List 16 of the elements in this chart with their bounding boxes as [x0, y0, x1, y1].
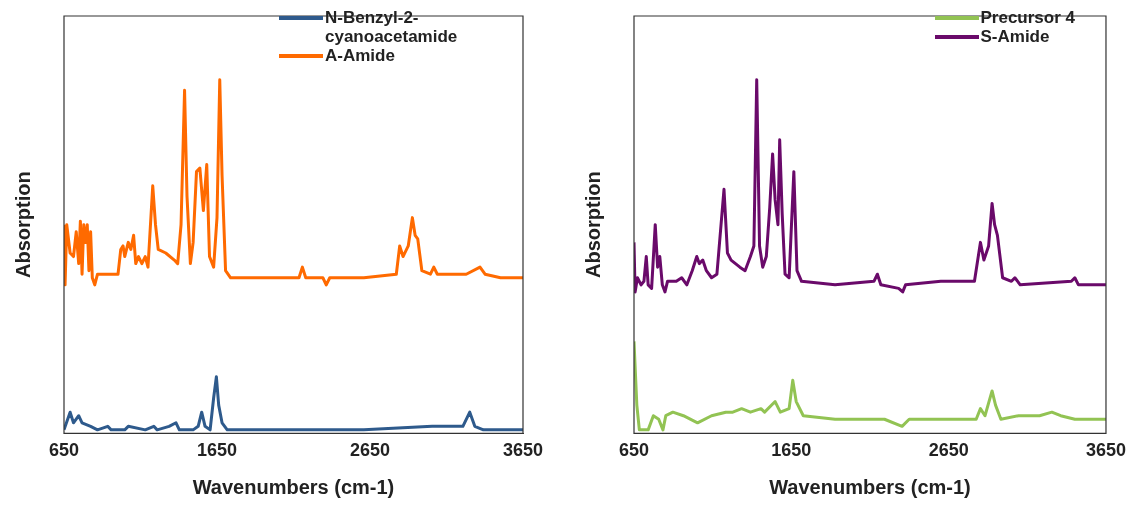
x-tick-label: 650 — [618, 440, 650, 461]
x-tick-label: 1650 — [196, 440, 238, 461]
legend-label: S-Amide — [980, 27, 1050, 46]
legend-label: N-Benzyl-2-cyanoacetamide — [325, 8, 459, 46]
x-tick-label: 2650 — [349, 440, 391, 461]
x-tick-label: 650 — [48, 440, 80, 461]
legend-label: Precursor 4 — [980, 8, 1075, 27]
y-axis-title: Absorption — [11, 171, 34, 279]
x-tick-label: 3650 — [502, 440, 544, 461]
x-tick-label: 2650 — [928, 440, 969, 461]
x-tick-label: 3650 — [1085, 440, 1126, 461]
x-tick-label: 1650 — [771, 440, 812, 461]
x-axis-title: Wavenumbers (cm-1) — [769, 475, 971, 498]
legend-label: A-Amide — [325, 46, 395, 65]
y-axis-title: Absorption — [581, 171, 604, 279]
x-axis-title: Wavenumbers (cm-1) — [192, 475, 395, 498]
